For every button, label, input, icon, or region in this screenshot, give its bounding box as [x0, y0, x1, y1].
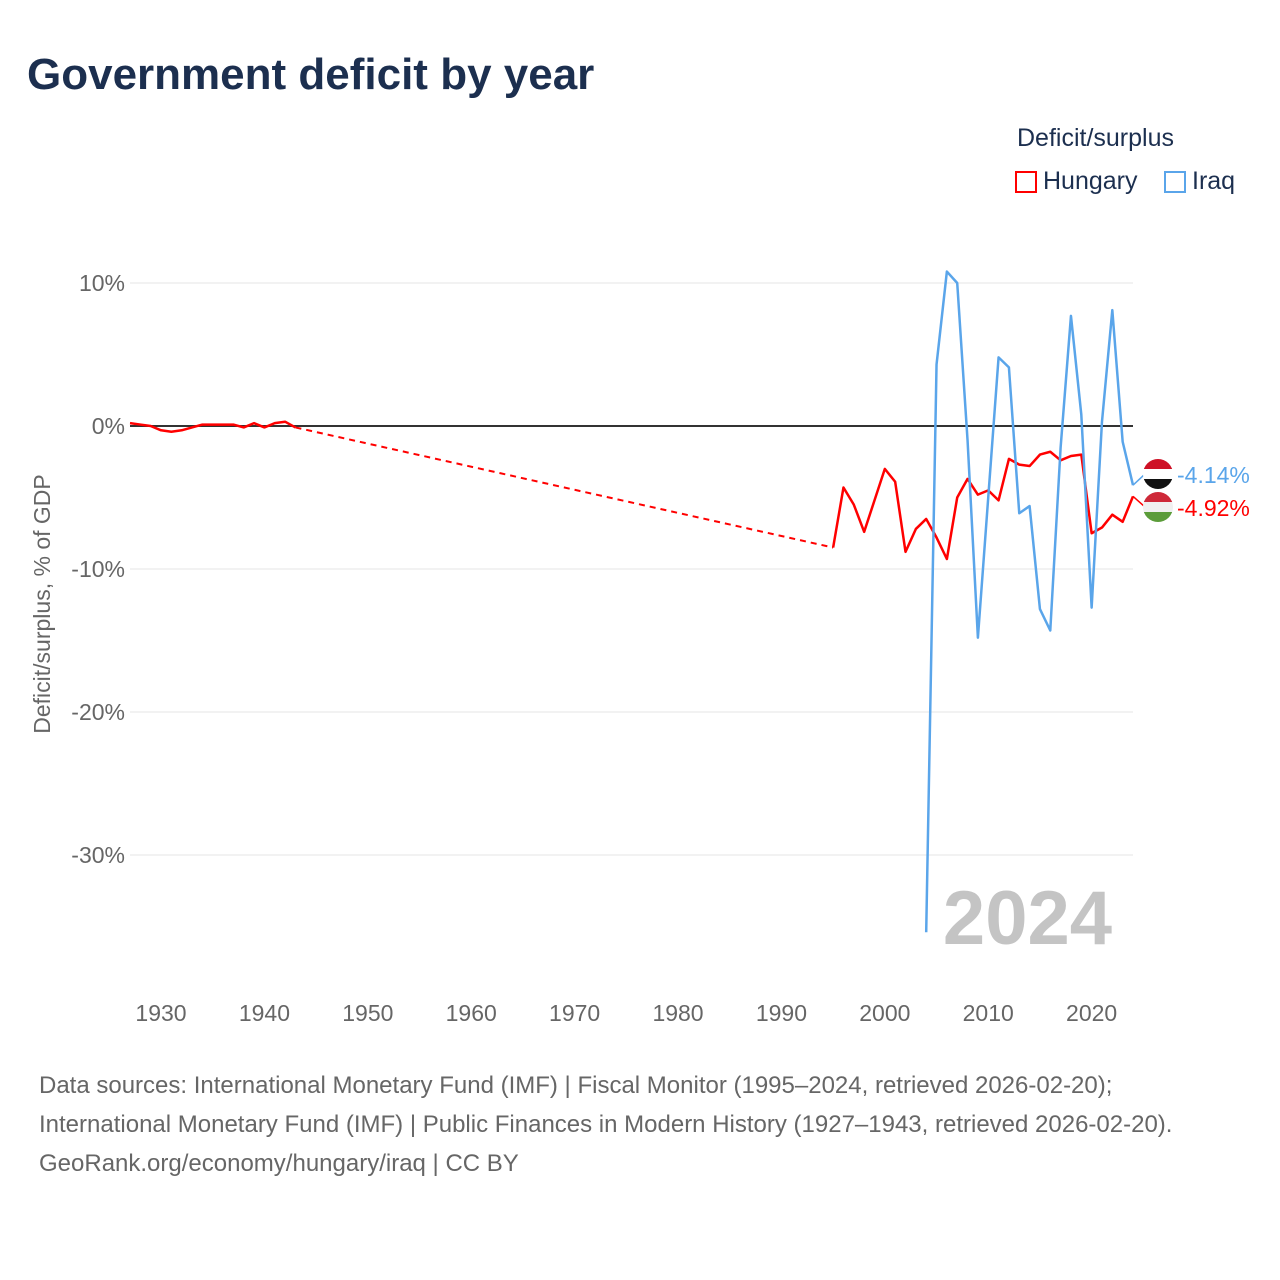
legend-item-hungary[interactable]: Hungary [1015, 167, 1138, 196]
hungary-gap-dashed-line [295, 426, 834, 549]
hungary-end-label: -4.92% [1177, 495, 1250, 521]
end-connector [1132, 473, 1146, 486]
x-tick-label: 1970 [549, 1000, 600, 1026]
line-chart: 10% 0% -10% -20% -30% 1930 1940 1950 1960 1970 198… [29, 270, 1250, 1026]
y-tick-label: 10% [79, 270, 125, 296]
iraq-end-label: -4.14% [1177, 462, 1250, 488]
page-title: Government deficit by year [27, 50, 595, 99]
credit-link[interactable]: GeoRank.org/economy/hungary/iraq | CC BY [39, 1150, 519, 1177]
end-connector [1132, 495, 1146, 508]
legend-swatch-iraq [1164, 170, 1186, 193]
x-tick-label: 1940 [239, 1000, 290, 1026]
legend-label: Hungary [1043, 167, 1138, 195]
legend-title: Deficit/surplus [1017, 124, 1174, 152]
y-axis-label: Deficit/surplus, % of GDP [29, 474, 55, 733]
y-tick-label: -20% [71, 699, 125, 725]
x-tick-label: 1990 [756, 1000, 807, 1026]
legend-label: Iraq [1192, 167, 1236, 195]
x-tick-label: 2010 [963, 1000, 1014, 1026]
y-tick-label: -30% [71, 842, 125, 868]
legend-item-iraq[interactable]: Iraq [1164, 167, 1235, 196]
data-sources: Data sources: International Monetary Fun… [39, 1072, 1173, 1138]
x-tick-label: 2000 [859, 1000, 910, 1026]
year-watermark: 2024 [943, 876, 1112, 961]
hungary-line[interactable] [129, 420, 297, 433]
iraq-flag-icon [1143, 459, 1173, 489]
x-tick-label: 2020 [1066, 1000, 1117, 1026]
hungary-flag-icon [1143, 492, 1173, 522]
y-tick-label: -10% [71, 556, 125, 582]
x-tick-label: 1950 [342, 1000, 393, 1026]
y-tick-label: 0% [92, 413, 125, 439]
legend-swatch-hungary [1015, 170, 1037, 193]
x-tick-label: 1930 [135, 1000, 186, 1026]
x-tick-label: 1960 [446, 1000, 497, 1026]
footer: Data sources: International Monetary Fun… [39, 1066, 1239, 1183]
iraq-line[interactable] [924, 270, 1135, 933]
x-tick-label: 1980 [652, 1000, 703, 1026]
